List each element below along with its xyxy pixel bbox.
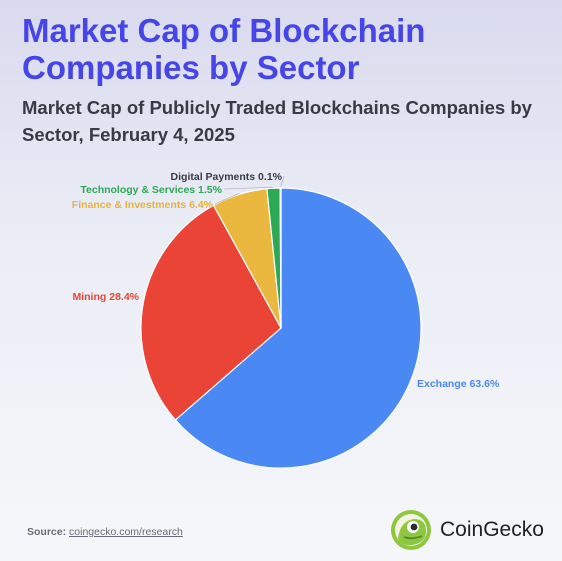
gecko-logo-icon [391, 510, 431, 550]
pie-slice-digital-payments [279, 187, 282, 329]
chart-title-line1: Market Cap of Blockchain [22, 12, 426, 49]
pie-slices [140, 187, 422, 469]
brand-logo: CoinGecko [390, 508, 544, 552]
pie-slice-mining [140, 204, 282, 421]
source-link[interactable]: coingecko.com/research [69, 526, 183, 538]
chart-title: Market Cap of Blockchain Companies by Se… [22, 12, 542, 86]
chart-title-line2: Companies by Sector [22, 49, 360, 86]
source-note: Source: coingecko.com/research [27, 526, 183, 538]
slice-label: Technology & Services 1.5% [80, 184, 222, 196]
slice-labels: Exchange 63.6% Mining 28.4% Finance & Inve… [72, 171, 500, 390]
label-leaders [214, 175, 285, 205]
slice-label: Mining 28.4% [72, 291, 139, 303]
leader-line [223, 186, 274, 190]
slice-label: Finance & Investments 6.4% [72, 199, 214, 211]
pie-slice-exchange [174, 187, 422, 469]
leader-line [214, 192, 240, 205]
source-label: Source: [27, 526, 67, 538]
chart-subtitle: Market Cap of Publicly Traded Blockchain… [22, 97, 532, 145]
slice-label: Exchange 63.6% [417, 378, 500, 390]
slice-label: Digital Payments 0.1% [171, 171, 283, 183]
leader-line [280, 175, 285, 188]
brand-name: CoinGecko [440, 518, 544, 541]
